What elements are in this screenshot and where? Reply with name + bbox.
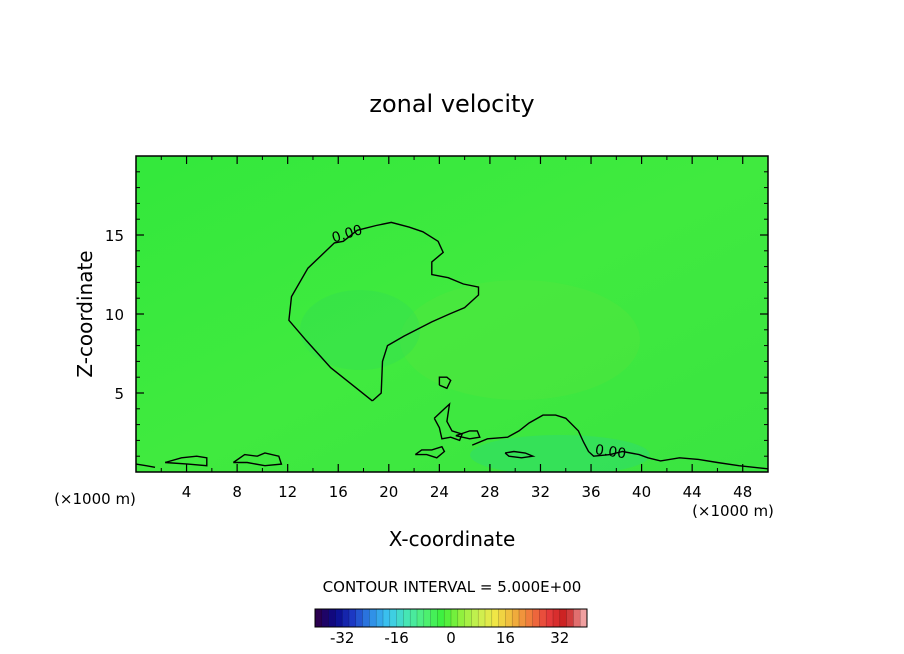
colorbar-cell — [451, 609, 459, 627]
x-tick-label: 8 — [232, 483, 242, 501]
zero-contour-line — [414, 445, 446, 459]
zero-contour-line — [136, 463, 156, 468]
colorbar-cell — [512, 609, 520, 627]
colorbar-cell — [491, 609, 499, 627]
x-unit-left: (×1000 m) — [54, 490, 136, 508]
colorbar-cell — [471, 609, 479, 627]
x-tick-label: 20 — [379, 483, 398, 501]
colorbar-cell — [342, 609, 350, 627]
field-shade-mid — [400, 280, 640, 400]
velocity-field — [136, 156, 768, 472]
colorbar-cell — [457, 609, 465, 627]
colorbar-cell — [485, 609, 493, 627]
colorbar-cell — [396, 609, 404, 627]
colorbar-cell — [546, 609, 554, 627]
colorbar-cell — [355, 609, 363, 627]
colorbar-frame — [314, 608, 588, 628]
colorbar-cell — [335, 609, 343, 627]
colorbar-cell — [315, 609, 323, 627]
colorbar-cell — [519, 609, 527, 627]
colorbar-cell — [559, 609, 567, 627]
contour-lines — [136, 221, 768, 470]
chart-title: zonal velocity — [369, 90, 534, 118]
contour-interval-label: CONTOUR INTERVAL = 5.000E+00 — [323, 578, 582, 596]
colorbar-cell — [376, 609, 384, 627]
x-tick-label: 24 — [430, 483, 449, 501]
zero-contour-line — [288, 221, 480, 402]
zero-contour-line — [164, 455, 208, 467]
colorbar-cell — [417, 609, 425, 627]
colorbar-cell — [328, 609, 336, 627]
colorbar-cell — [580, 609, 588, 627]
colorbar-cell — [321, 609, 329, 627]
colorbar-cell — [532, 609, 540, 627]
x-tick-label: 48 — [733, 483, 752, 501]
zero-contour-line — [471, 414, 768, 470]
x-axis-label: X-coordinate — [389, 527, 516, 551]
colorbar-cell — [389, 609, 397, 627]
x-tick-label: 28 — [480, 483, 499, 501]
zero-contour-line — [438, 376, 452, 390]
colorbar-cell — [410, 609, 418, 627]
colorbar-cell — [437, 609, 445, 627]
x-unit-right: (×1000 m) — [692, 502, 774, 520]
plot-area: 0.000.00 — [136, 156, 768, 472]
colorbar-tick-label: 16 — [496, 629, 515, 647]
colorbar-tick-label: -16 — [384, 629, 409, 647]
y-tick-label: 5 — [114, 385, 124, 403]
x-axis-ticks: 4 8 12 16 20 24 28 32 36 40 44 48 — [160, 156, 752, 501]
x-tick-label: 44 — [683, 483, 702, 501]
colorbar-cell — [423, 609, 431, 627]
field-shade-surface — [470, 435, 650, 472]
colorbar-cell — [444, 609, 452, 627]
colorbar-cell — [525, 609, 533, 627]
x-tick-label: 16 — [329, 483, 348, 501]
colorbar-cell — [505, 609, 513, 627]
x-tick-label: 36 — [581, 483, 600, 501]
colorbar-cell — [464, 609, 472, 627]
y-axis-label: Z-coordinate — [73, 250, 97, 377]
colorbar-tick-label: 32 — [550, 629, 569, 647]
contour-label: 0.00 — [594, 442, 627, 462]
colorbar-cell — [539, 609, 547, 627]
colorbar — [314, 608, 588, 628]
colorbar-tick-label: 0 — [446, 629, 456, 647]
x-tick-label: 40 — [632, 483, 651, 501]
colorbar-tick-label: -32 — [330, 629, 355, 647]
zero-contour-line — [455, 430, 481, 440]
zero-contour-line — [504, 450, 536, 459]
colorbar-cell — [362, 609, 370, 627]
colorbar-cell — [566, 609, 574, 627]
colorbar-cell — [349, 609, 357, 627]
x-tick-label: 32 — [531, 483, 550, 501]
zero-contour-line — [232, 452, 283, 467]
y-tick-label: 15 — [105, 227, 124, 245]
colorbar-cell — [383, 609, 391, 627]
x-tick-label: 4 — [182, 483, 192, 501]
field-shade-left — [300, 290, 420, 370]
x-tick-label: 12 — [278, 483, 297, 501]
colorbar-cell — [430, 609, 438, 627]
colorbar-cell — [573, 609, 581, 627]
colorbar-tick-labels: -32 -16 0 16 32 — [330, 629, 569, 647]
colorbar-cell — [478, 609, 486, 627]
colorbar-cell — [553, 609, 561, 627]
colorbar-cell — [498, 609, 506, 627]
colorbar-cell — [403, 609, 411, 627]
colorbar-cell — [369, 609, 377, 627]
y-axis-ticks: 5 10 15 — [105, 171, 768, 457]
y-tick-label: 10 — [105, 306, 124, 324]
